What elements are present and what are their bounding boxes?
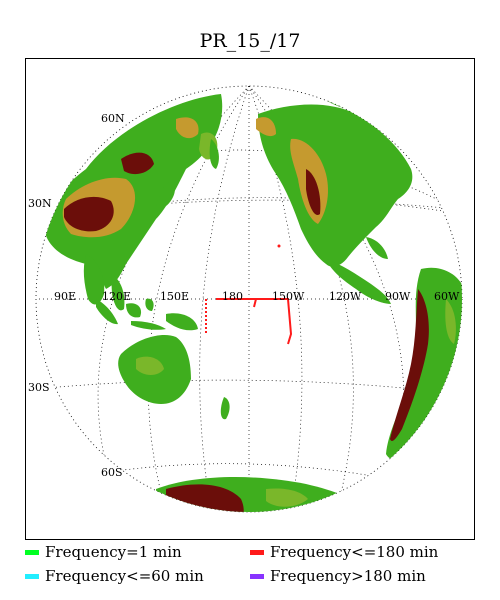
legend-swatch-purple — [250, 573, 264, 579]
continent-asia — [44, 94, 223, 311]
islands-indonesia — [96, 298, 198, 331]
lon-label-180: 180 — [222, 290, 243, 303]
legend-label: Frequency<=180 min — [270, 543, 439, 561]
legend-label: Frequency>180 min — [270, 567, 426, 585]
globe-map: 60N 30N 30S 60S 90E 120E 150E 180 150W 1… — [28, 85, 463, 513]
legend-swatch-green — [25, 549, 39, 555]
legend-item-180min: Frequency<=180 min — [250, 543, 438, 561]
map-title: PR_15_/17 — [199, 30, 301, 52]
track-frequency-180 — [205, 244, 293, 345]
lat-line-30n-high — [37, 197, 462, 220]
lat-label-30n: 30N — [28, 197, 52, 210]
legend: Frequency=1 min Frequency<=180 min Frequ… — [0, 543, 500, 600]
legend-item-60min: Frequency<=60 min — [25, 567, 204, 585]
legend-swatch-cyan — [25, 573, 39, 579]
legend-label: Frequency<=60 min — [45, 567, 204, 585]
map-frame[interactable]: 60N 30N 30S 60S 90E 120E 150E 180 150W 1… — [25, 58, 475, 540]
legend-item-over-180min: Frequency>180 min — [250, 567, 426, 585]
lat-label-30s: 30S — [28, 381, 50, 394]
legend-swatch-red — [250, 549, 264, 555]
lon-label-150e: 150E — [160, 290, 189, 303]
continent-australia — [118, 334, 230, 420]
continent-south-america — [386, 267, 462, 460]
lat-line-60s — [65, 463, 437, 490]
lon-label-90e: 90E — [54, 290, 76, 303]
lon-label-150w: 150W — [272, 290, 305, 303]
lon-label-60w: 60W — [434, 290, 460, 303]
legend-label: Frequency=1 min — [45, 543, 182, 561]
lon-label-90w: 90W — [385, 290, 411, 303]
legend-item-1min: Frequency=1 min — [25, 543, 182, 561]
lat-label-60n: 60N — [101, 112, 125, 125]
lat-label-60s: 60S — [101, 466, 123, 479]
lon-label-120e: 120E — [102, 290, 131, 303]
lon-label-120w: 120W — [329, 290, 362, 303]
